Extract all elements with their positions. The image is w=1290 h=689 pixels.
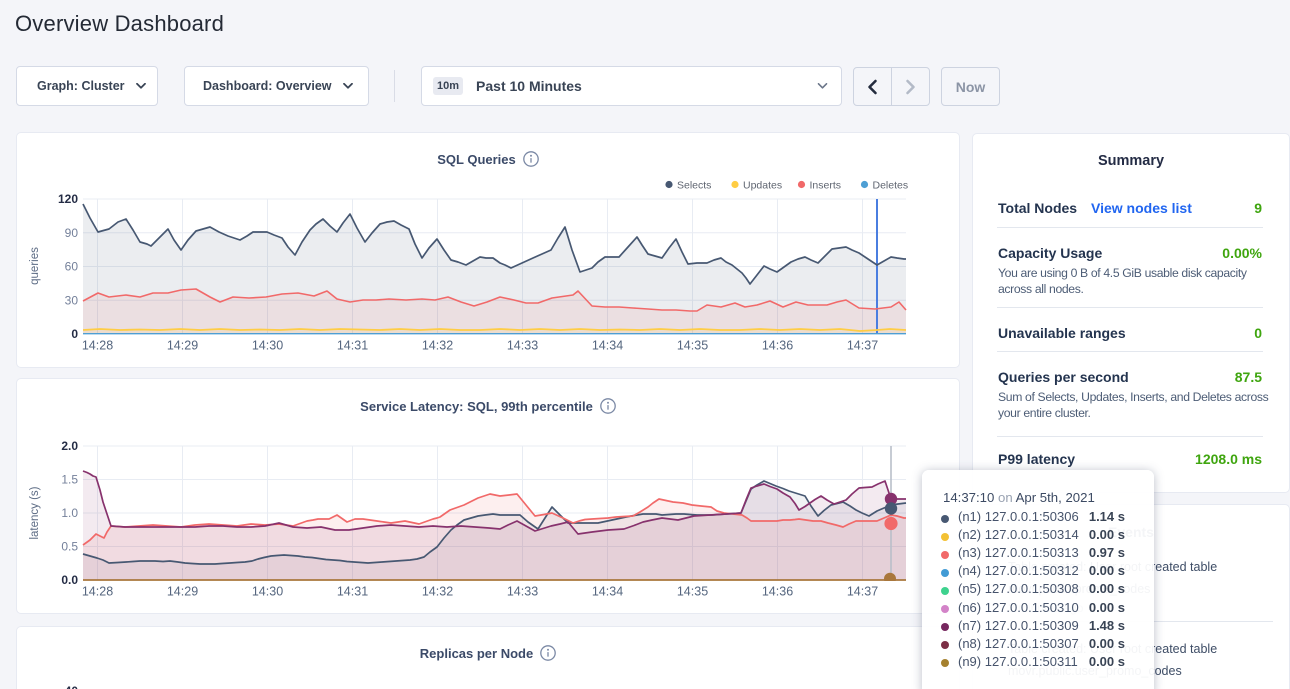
svg-text:120: 120 [58, 192, 78, 206]
svg-text:14:33: 14:33 [507, 339, 538, 353]
svg-text:14:31: 14:31 [337, 339, 368, 353]
svg-text:14:29: 14:29 [167, 339, 198, 353]
svg-text:Inserts: Inserts [810, 180, 842, 192]
svg-text:90: 90 [65, 226, 79, 240]
svg-text:60: 60 [65, 260, 79, 274]
svg-text:14:28: 14:28 [82, 585, 113, 599]
svg-text:14:31: 14:31 [337, 585, 368, 599]
svg-text:14:36: 14:36 [762, 585, 793, 599]
svg-text:14:28: 14:28 [82, 339, 113, 353]
svg-text:2.0: 2.0 [61, 439, 78, 453]
svg-text:0: 0 [71, 327, 78, 341]
svg-text:1.5: 1.5 [61, 473, 78, 487]
svg-text:0.0: 0.0 [61, 573, 78, 587]
svg-text:14:34: 14:34 [592, 339, 623, 353]
svg-text:14:35: 14:35 [677, 585, 708, 599]
svg-text:1.0: 1.0 [61, 506, 78, 520]
svg-text:14:32: 14:32 [422, 585, 453, 599]
svg-text:Deletes: Deletes [873, 180, 909, 192]
svg-text:14:30: 14:30 [252, 339, 283, 353]
svg-text:14:30: 14:30 [252, 585, 283, 599]
svg-text:queries: queries [29, 247, 41, 285]
svg-text:Updates: Updates [743, 180, 782, 192]
svg-text:14:32: 14:32 [422, 339, 453, 353]
svg-text:14:36: 14:36 [762, 339, 793, 353]
svg-text:14:35: 14:35 [677, 339, 708, 353]
svg-text:Selects: Selects [677, 180, 711, 192]
svg-text:14:33: 14:33 [507, 585, 538, 599]
svg-text:latency (s): latency (s) [29, 486, 41, 539]
svg-text:14:34: 14:34 [592, 585, 623, 599]
svg-text:14:37: 14:37 [847, 585, 878, 599]
svg-text:30: 30 [65, 293, 79, 307]
svg-text:0.5: 0.5 [61, 540, 78, 554]
svg-text:14:29: 14:29 [167, 585, 198, 599]
svg-text:14:37: 14:37 [847, 339, 878, 353]
